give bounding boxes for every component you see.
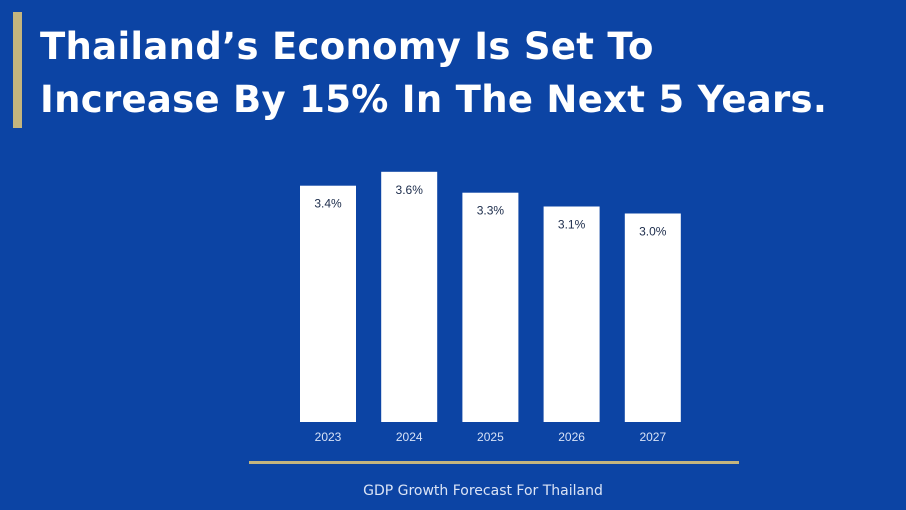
bar-value-label-2025: 3.3% (477, 204, 505, 218)
slide-title: Thailand’s Economy Is Set To Increase By… (40, 20, 890, 126)
bar-2024 (381, 171, 438, 422)
title-accent-bar (13, 12, 22, 128)
bar-value-label-2023: 3.4% (314, 197, 342, 211)
bar-value-label-2024: 3.6% (396, 183, 424, 197)
caption-divider (249, 461, 739, 464)
bar-2026 (543, 206, 600, 422)
chart-caption: GDP Growth Forecast For Thailand (363, 483, 603, 499)
bar-value-label-2027: 3.0% (639, 225, 667, 239)
x-tick-label-2023: 2023 (315, 430, 342, 444)
bar-2027 (624, 213, 681, 422)
x-tick-label-2025: 2025 (477, 430, 504, 444)
title-line-2: Increase By 15% In The Next 5 Years. (40, 78, 828, 121)
x-tick-label-2024: 2024 (396, 430, 423, 444)
x-tick-label-2027: 2027 (639, 430, 666, 444)
x-tick-label-2026: 2026 (558, 430, 585, 444)
bar-2025 (462, 192, 519, 422)
title-line-1: Thailand’s Economy Is Set To (40, 25, 654, 68)
bar-value-label-2026: 3.1% (558, 218, 586, 232)
bar-2023 (300, 185, 356, 422)
